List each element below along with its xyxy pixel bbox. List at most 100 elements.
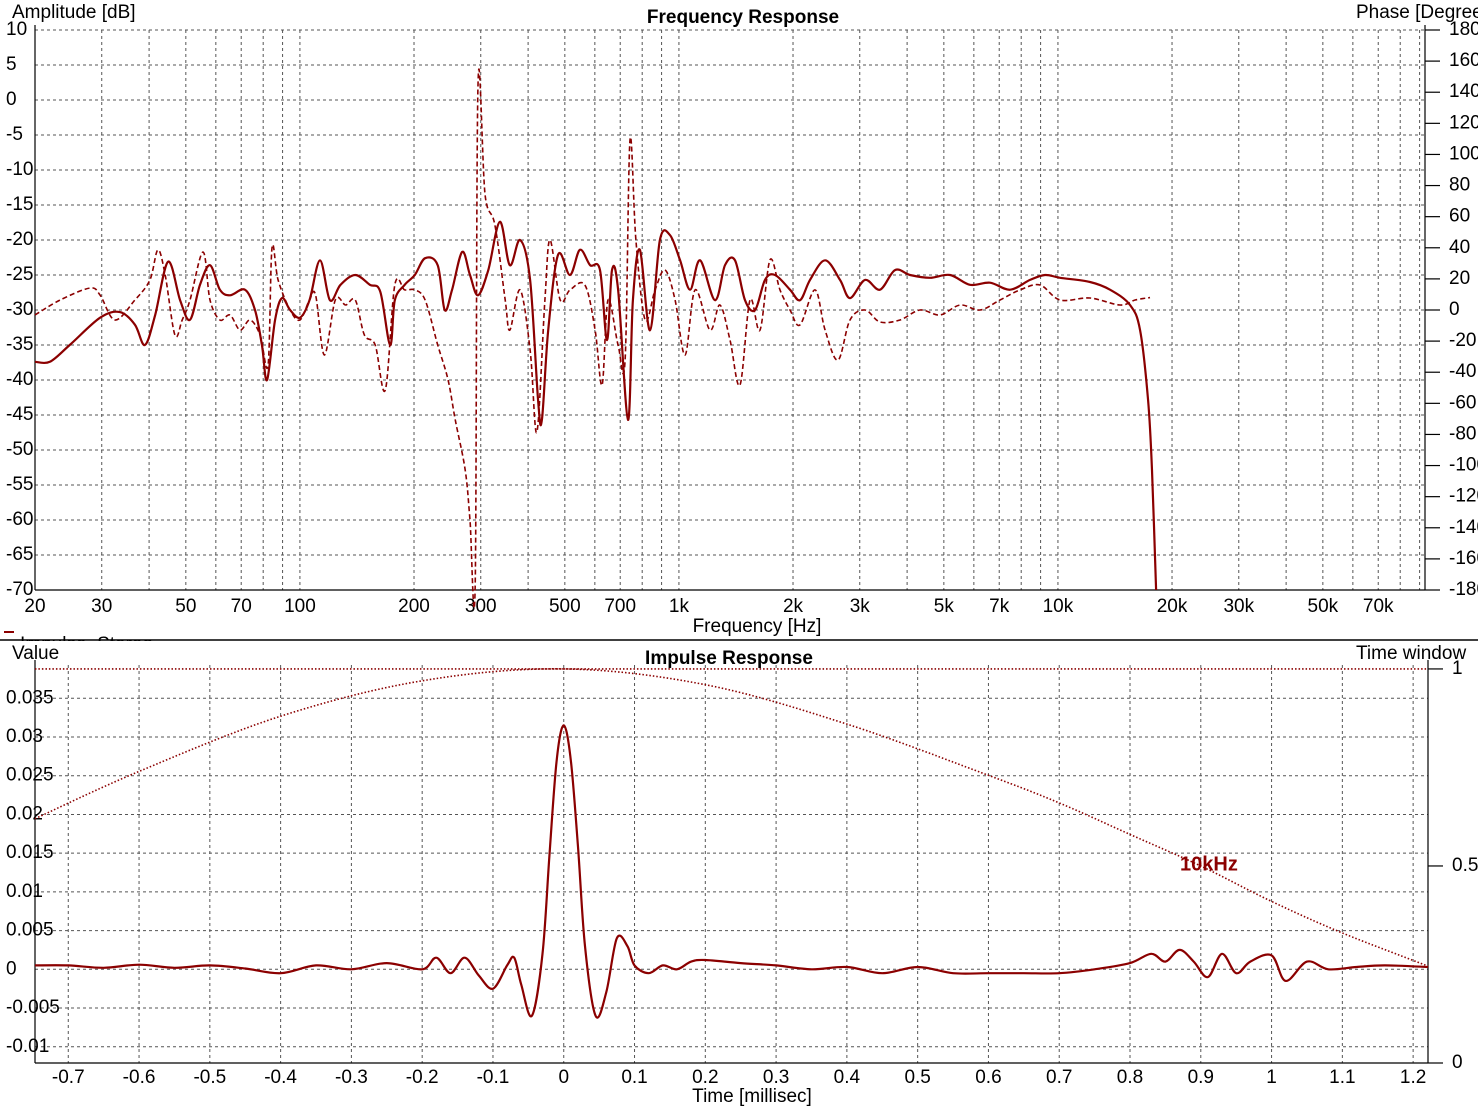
x-tick-label: 0.6 (975, 1067, 1001, 1088)
x-tick-label: 0.3 (763, 1067, 789, 1088)
x-tick-label: 1 (1266, 1067, 1277, 1088)
x-tick-label: -0.6 (123, 1067, 156, 1088)
y2-tick-label: 40 (1449, 237, 1470, 258)
y-tick-label: 0.035 (6, 687, 54, 708)
y2-tick-label: -80 (1449, 423, 1476, 444)
y-tick-label: 0.01 (6, 881, 43, 902)
y2-tick-label: -160 (1449, 548, 1478, 569)
x-tick-label: -0.3 (335, 1067, 368, 1088)
y-axis-label: Amplitude [dB] (12, 2, 136, 23)
x-tick-label: 20 (24, 596, 45, 617)
x-tick-label: 0.7 (1046, 1067, 1072, 1088)
y2-tick-label: -40 (1449, 361, 1476, 382)
x-tick-label: 70k (1363, 596, 1394, 617)
x-axis-label: Time [millisec] (692, 1086, 812, 1107)
y2-tick-label: -60 (1449, 392, 1476, 413)
x-tick-label: 50k (1308, 596, 1339, 617)
x-tick-label: -0.1 (477, 1067, 510, 1088)
y2-tick-label: 1 (1452, 658, 1463, 679)
y-tick-label: -45 (6, 404, 33, 425)
x-tick-label: -0.7 (52, 1067, 85, 1088)
panel-background (0, 641, 1478, 1109)
y2-axis-label: Time window (1356, 643, 1466, 664)
series-line (34, 724, 1429, 1019)
y2-tick-label: 0.5 (1452, 855, 1478, 876)
chart-title: Impulse Response (645, 648, 813, 669)
x-tick-label: -0.5 (193, 1067, 226, 1088)
x-tick-label: 0.4 (834, 1067, 861, 1088)
y-axis-label: Value (12, 643, 59, 664)
x-tick-label: 30 (91, 596, 112, 617)
x-tick-label: 30k (1223, 596, 1254, 617)
y2-tick-label: -100 (1449, 455, 1478, 476)
y-tick-label: 10 (6, 19, 27, 40)
y-tick-label: 0.02 (6, 803, 43, 824)
x-tick-label: 1.1 (1329, 1067, 1355, 1088)
y-tick-label: 0.005 (6, 920, 54, 941)
x-tick-label: 0.1 (621, 1067, 647, 1088)
y-tick-label: -0.01 (6, 1036, 49, 1057)
series-line (34, 668, 1429, 967)
y-tick-label: -10 (6, 159, 33, 180)
x-tick-label: 70 (231, 596, 252, 617)
x-tick-label: 7k (989, 596, 1010, 617)
x-tick-label: 700 (604, 596, 636, 617)
x-tick-label: 20k (1157, 596, 1188, 617)
y-tick-label: -15 (6, 194, 33, 215)
y2-tick-label: 0 (1452, 1052, 1463, 1073)
y-tick-label: 0 (6, 89, 17, 110)
x-tick-label: 100 (284, 596, 316, 617)
y-tick-label: -40 (6, 369, 33, 390)
y-tick-label: 0 (6, 958, 17, 979)
x-tick-label: 0.2 (692, 1067, 718, 1088)
x-tick-label: 1.2 (1400, 1067, 1426, 1088)
y2-tick-label: 120 (1449, 112, 1478, 133)
y2-tick-label: 160 (1449, 50, 1478, 71)
x-tick-label: 5k (934, 596, 955, 617)
x-tick-label: 10k (1043, 596, 1074, 617)
y2-tick-label: 60 (1449, 206, 1470, 227)
y-tick-label: 0.025 (6, 765, 54, 786)
annotation: 10kHz (1180, 853, 1238, 875)
y-tick-label: -25 (6, 264, 33, 285)
y-tick-label: -5 (6, 124, 23, 145)
y-tick-label: -55 (6, 474, 33, 495)
y-tick-label: -30 (6, 299, 33, 320)
y2-tick-label: -180 (1449, 579, 1478, 600)
y-tick-label: -50 (6, 439, 33, 460)
y2-tick-label: 140 (1449, 81, 1478, 102)
y-tick-label: -35 (6, 334, 33, 355)
y2-tick-label: 20 (1449, 268, 1470, 289)
y-tick-label: -70 (6, 579, 33, 600)
x-tick-label: 50 (175, 596, 196, 617)
chart-title: Frequency Response (647, 7, 839, 28)
y2-tick-label: 80 (1449, 175, 1470, 196)
x-tick-label: 1k (669, 596, 690, 617)
x-tick-label: -0.2 (406, 1067, 439, 1088)
y-tick-label: -65 (6, 544, 33, 565)
y2-tick-label: 180 (1449, 19, 1478, 40)
y-tick-label: -20 (6, 229, 33, 250)
x-tick-label: 0.5 (904, 1067, 930, 1088)
x-tick-label: 0.9 (1188, 1067, 1214, 1088)
x-tick-label: -0.4 (264, 1067, 297, 1088)
y2-tick-label: 0 (1449, 299, 1460, 320)
y2-tick-label: -140 (1449, 517, 1478, 538)
y-tick-label: -60 (6, 509, 33, 530)
series-line (34, 68, 1151, 609)
y-tick-label: 0.03 (6, 726, 43, 747)
x-tick-label: 200 (398, 596, 430, 617)
x-tick-label: 0.8 (1117, 1067, 1143, 1088)
x-tick-label: 0 (558, 1067, 569, 1088)
x-axis-label: Frequency [Hz] (693, 616, 822, 637)
y-tick-label: 5 (6, 54, 17, 75)
y2-tick-label: 100 (1449, 143, 1478, 164)
y-tick-label: 0.015 (6, 842, 54, 863)
y2-tick-label: -20 (1449, 330, 1476, 351)
x-tick-label: 2k (783, 596, 804, 617)
x-tick-label: 3k (850, 596, 871, 617)
x-tick-label: 500 (549, 596, 581, 617)
y2-tick-label: -120 (1449, 486, 1478, 507)
